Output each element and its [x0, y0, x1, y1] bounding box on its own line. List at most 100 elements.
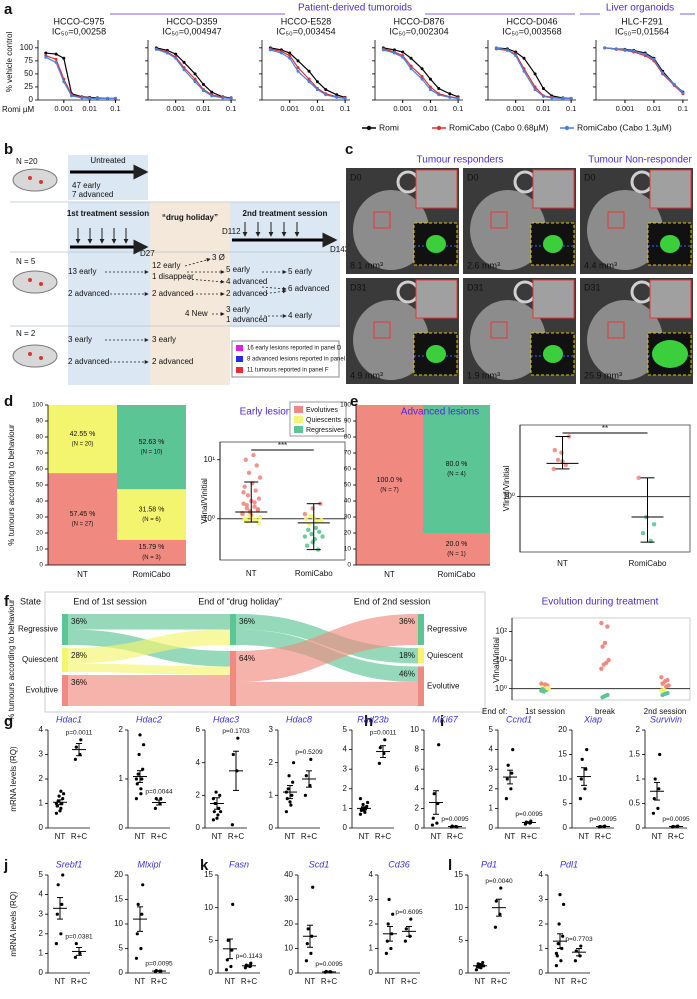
dose-point [210, 90, 214, 94]
y-tick-label: 2 [119, 725, 124, 734]
diagram-label: 11 tumours reported in panel F [247, 368, 329, 374]
data-point [361, 802, 365, 807]
diagram-label: Untreated [90, 156, 125, 165]
dose-curve [270, 49, 346, 100]
legend-label: Romi [379, 122, 399, 132]
panel-label: h [364, 713, 373, 730]
data-point [249, 961, 253, 965]
x-tick-label: NT [135, 832, 146, 841]
y-tick-label: 0 [636, 823, 641, 832]
y-tick-label: 40 [36, 498, 44, 505]
data-point [584, 767, 588, 771]
legend-swatch [236, 345, 243, 351]
y-tick-label: 10 [114, 919, 123, 928]
data-point [599, 666, 604, 671]
p-value: p=0.7703 [565, 936, 593, 943]
y-tick-label: 0 [343, 823, 348, 832]
y-axis-label: Vfinal/Vinitial [200, 478, 209, 524]
legend-label: Quiescents [306, 417, 342, 424]
value-label: 15.79 % [139, 544, 165, 551]
inset-zoom [649, 279, 692, 319]
sankey-node [230, 614, 236, 645]
ic50: IC₅₀=0,002304 [389, 26, 448, 36]
x-tick-label: 0.1 [566, 104, 576, 113]
y-tick-label: 100 [20, 43, 34, 52]
y-tick-label: 5 [459, 935, 464, 944]
data-point [657, 787, 661, 791]
x-tick-label: R+C [71, 832, 87, 841]
bar-segment [48, 473, 117, 565]
dose-point [210, 94, 214, 98]
dose-point [409, 67, 413, 71]
p-value: p=0.0011 [370, 730, 397, 737]
column-header: End of “drug holiday” [198, 596, 282, 606]
day-label: D0 [350, 172, 362, 182]
dose-point [401, 50, 405, 54]
ic50: IC₅₀=0,00258 [52, 26, 106, 36]
legend-swatch [236, 356, 243, 362]
data-point [599, 620, 604, 626]
data-point [309, 757, 313, 762]
x-tick-label: NT [557, 559, 568, 568]
roi [490, 211, 508, 229]
x-tick-label: R+C [491, 977, 507, 986]
x-tick-label: 0.1 [678, 104, 688, 113]
legend-marker [366, 125, 372, 131]
x-tick-label: 0.1 [340, 104, 350, 113]
data-point [506, 763, 510, 767]
data-point [290, 793, 294, 797]
data-point [509, 787, 513, 791]
y-tick-label: 1 [636, 774, 641, 783]
dose-point [307, 80, 311, 84]
y-tick-label: 6 [415, 764, 420, 773]
data-point [135, 932, 139, 936]
y-tick-label: 20 [344, 530, 352, 537]
dose-point [54, 52, 58, 56]
gene-name: Srebf1 [56, 859, 83, 869]
dose-point [448, 95, 452, 99]
dose-point [335, 93, 339, 97]
data-point [215, 816, 219, 820]
y-tick-label: 10 [454, 903, 463, 912]
legend-swatch [236, 367, 243, 373]
data-point [231, 902, 235, 907]
ic50: IC₅₀=0,003568 [502, 26, 561, 36]
data-point [256, 496, 262, 501]
dose-point [307, 69, 311, 73]
column-header: State [20, 596, 41, 606]
data-point [154, 797, 158, 801]
dose-point [428, 77, 432, 81]
data-point [134, 777, 138, 781]
diagram-label: 47 early [72, 181, 100, 190]
data-point [583, 787, 587, 791]
dose-point [672, 82, 676, 86]
data-point [494, 899, 498, 903]
dose-point [437, 93, 441, 97]
value-label: 64% [239, 654, 255, 663]
y-tick-label: 0 [489, 823, 494, 832]
y-tick-label: 10² [495, 627, 507, 636]
p-value: p=0.1703 [222, 728, 250, 735]
data-point [320, 534, 325, 539]
data-point [241, 490, 246, 495]
roi [607, 321, 625, 339]
data-point [556, 942, 560, 946]
data-point [257, 515, 263, 520]
y-tick-label: 0 [539, 968, 544, 977]
x-tick-label: NT [505, 832, 516, 841]
dose-point [420, 67, 424, 71]
dose-point [533, 72, 537, 76]
dose-curve [496, 47, 572, 100]
n-label: (N = 4) [447, 472, 466, 478]
diagram-label: N = 2 [16, 329, 36, 338]
dose-point [315, 88, 319, 92]
plot-frame [519, 424, 691, 553]
bar-segment [356, 405, 423, 565]
data-point [511, 748, 515, 752]
state-label: Evolutive [26, 686, 59, 695]
data-point [142, 743, 146, 747]
value-label: 31.58 % [139, 506, 165, 513]
data-point [54, 942, 59, 946]
ct-body [587, 300, 663, 380]
